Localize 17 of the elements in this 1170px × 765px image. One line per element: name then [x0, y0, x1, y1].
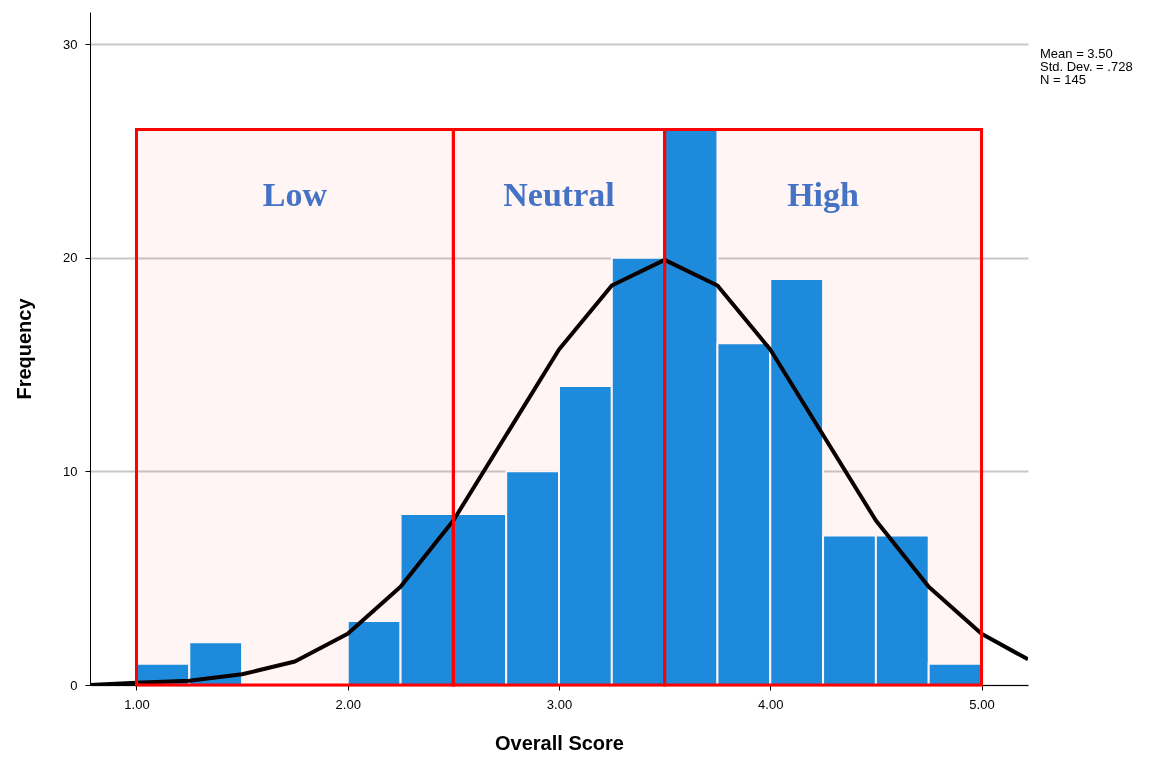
y-tick-label: 20 — [63, 250, 78, 266]
text: N = 145 — [1040, 72, 1086, 87]
y-tick-label: 30 — [63, 36, 78, 52]
text: Mean = 3.50 — [1040, 46, 1113, 61]
band-label: Low — [262, 175, 328, 213]
band-label: High — [787, 175, 860, 213]
y-axis-title: Frequency — [13, 297, 36, 400]
y-tick-label: 0 — [70, 677, 78, 693]
x-tick-label: 4.00 — [758, 696, 784, 712]
x-tick-label: 2.00 — [335, 696, 361, 712]
x-tick-label: 1.00 — [124, 696, 150, 712]
x-tick-label: 5.00 — [969, 696, 995, 712]
text: Std. Dev. = .728 — [1040, 59, 1133, 74]
band-label: Neutral — [503, 175, 615, 213]
y-tick-label: 10 — [63, 463, 78, 479]
x-axis-title: Overall Score — [495, 731, 624, 754]
x-tick-label: 3.00 — [546, 696, 573, 712]
